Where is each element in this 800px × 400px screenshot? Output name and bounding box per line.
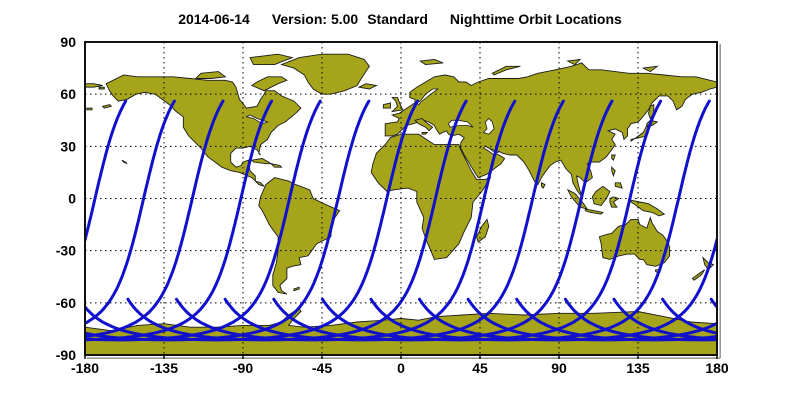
x-tick-label: 90 [551,360,567,376]
title-version: Version: 5.00 [271,11,359,27]
title-mode: Standard [367,11,428,27]
landmass-greenland [280,53,370,95]
orbit-track [661,297,717,335]
landmass-nz_north_island [702,256,715,271]
landmass-north_america [105,74,302,187]
landmass-mindanao [614,182,623,189]
landmass-severnaya_zemlya [566,58,582,66]
landmass-ireland [382,102,391,109]
y-tick-label: -60 [56,295,76,311]
orbit-track [272,99,614,342]
y-tick-label: 90 [60,34,76,50]
y-tick-label: -30 [56,243,76,259]
landmass-chukotka_tip [85,83,103,88]
landmass-south_america [258,177,341,295]
landmass-sicily [421,131,429,135]
landmass-africa [370,133,492,260]
x-tick-label: 45 [472,360,488,376]
orbit-track-layer [85,99,717,342]
landmass-hawaii [121,159,128,165]
landmass-sumatra [566,188,589,210]
y-tick-label: 0 [68,191,76,207]
landmass-victoria_island [194,71,227,79]
orbit-track [85,99,274,342]
landmass-cuba [250,158,273,165]
landmass-baffin_island [250,76,288,92]
y-tick-label: -90 [56,347,76,363]
landmass-luzon [611,166,616,178]
landmass-sri_lanka [540,182,546,189]
landmass-taiwan [611,154,616,162]
x-tick-label: -45 [312,360,332,376]
landmass-australia [598,216,671,267]
orbit-track [223,99,565,342]
orbit-track [515,297,717,342]
orbit-track [85,99,128,246]
landmass-aleutians_east [101,104,113,109]
landmass-st_lawrence_island [98,86,105,90]
landmass-hispaniola [269,162,283,168]
landmass-nz_south_island [691,269,706,281]
title-main: Nighttime Orbit Locations [449,11,622,27]
x-tick-label: -90 [233,360,253,376]
landmass-italy [414,118,434,132]
orbit-track [466,297,717,342]
y-tick-label: 30 [60,138,76,154]
orbit-track [126,99,468,342]
orbit-track [85,99,176,325]
orbit-track [85,99,322,342]
orbit-track [369,99,711,342]
landmass-iceland [357,83,378,90]
figure-title: 2014-06-14 Version: 5.00 Standard Nighttime… [0,11,800,27]
orbit-track [563,297,717,342]
orbit-track [85,99,371,342]
landmass-java [584,208,604,215]
landmass-madagascar [476,218,490,243]
orbit-track [175,99,517,342]
title-date: 2014-06-14 [178,11,250,27]
landmass-sulawesi [609,196,620,208]
plot-frame [84,41,718,356]
landmass-aleutians_west [86,107,93,111]
x-tick-label: -135 [150,360,178,376]
landmass-novaya_zemlya [491,65,521,76]
x-tick-label: 135 [626,360,650,376]
landmass-new_siberian_islands [641,65,659,73]
landmass-borneo [591,185,611,207]
plot-frame-layer [84,41,722,360]
landmass-great_britain [390,97,404,113]
x-tick-label: 180 [705,360,729,376]
landmass-ellesmere_island [249,53,294,66]
axis-label-layer: -180 -135 -90 -45 0 45 90 135 180 90 60 30 0 -30 -60 -9… [56,34,729,376]
landmass-new_guinea [630,199,666,217]
landmass-falkland_islands [293,286,300,292]
orbit-track [85,99,225,338]
landmass-svalbard [419,58,444,66]
orbit-track [85,99,419,342]
x-tick-label: -180 [71,360,99,376]
orbit-track [320,99,663,342]
x-tick-label: 0 [397,360,405,376]
orbit-track [709,297,717,310]
y-tick-label: 60 [60,86,76,102]
water-caspian_sea [482,117,495,135]
